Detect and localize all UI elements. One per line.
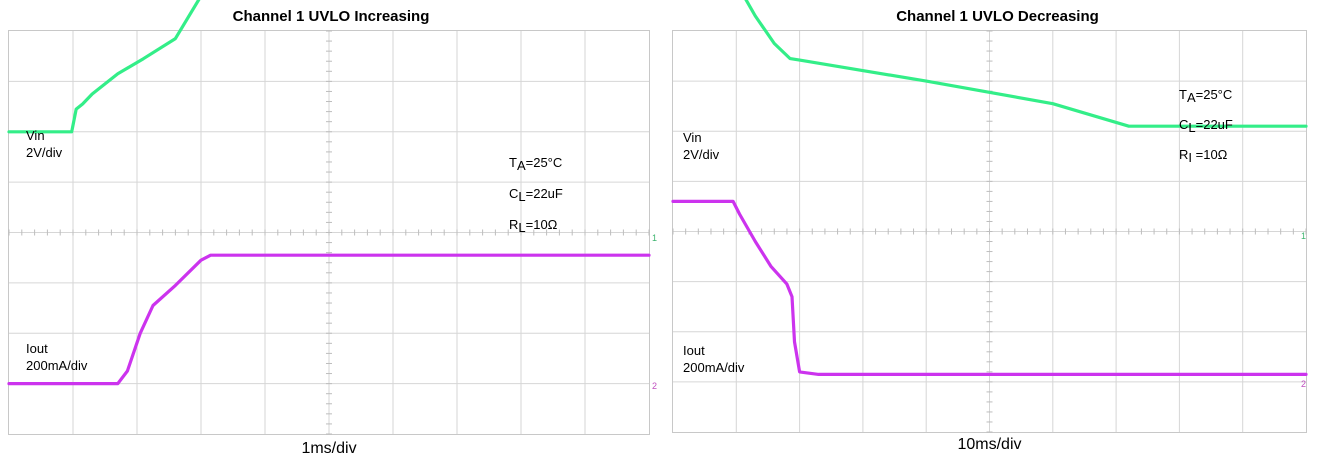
channel-2-marker: 2 [652, 381, 658, 391]
iout-label: Iout 200mA/div [683, 343, 745, 375]
channel-1-marker: 1 [652, 233, 658, 243]
timebase-label: 1ms/div [301, 440, 357, 457]
vin-trace [744, 0, 1308, 128]
iout-label: Iout 200mA/div [26, 341, 88, 373]
grid [672, 30, 1307, 433]
vin-label: Vin 2V/div [683, 130, 720, 162]
scope-screen: Vin 2V/div Iout 200mA/div TA=25°C CL=22u… [671, 0, 1308, 433]
condition-rl: RL=10Ω [509, 217, 558, 235]
vin-label: Vin 2V/div [26, 128, 63, 160]
timebase-label: 10ms/div [957, 436, 1022, 453]
condition-cl: CL=22uF [1179, 117, 1233, 135]
chart-title: Channel 1 UVLO Decreasing [896, 8, 1099, 25]
scope-plot [671, 0, 1308, 433]
scope-plot [7, 0, 651, 435]
condition-cl: CL=22uF [509, 186, 563, 204]
channel-1-marker: 1 [1301, 231, 1307, 241]
grid [8, 30, 650, 435]
iout-trace [671, 199, 1308, 376]
vin-trace [7, 0, 201, 134]
condition-ta: TA=25°C [1179, 87, 1233, 105]
chart-title: Channel 1 UVLO Increasing [232, 8, 430, 25]
condition-rl: RI =10Ω [1179, 147, 1228, 165]
channel-2-marker: 2 [1301, 379, 1307, 389]
iout-trace [7, 253, 651, 386]
scope-screen: Vin 2V/div Iout 200mA/div TA=25°C CL=22u… [7, 0, 657, 435]
condition-ta: TA=25°C [509, 155, 563, 173]
